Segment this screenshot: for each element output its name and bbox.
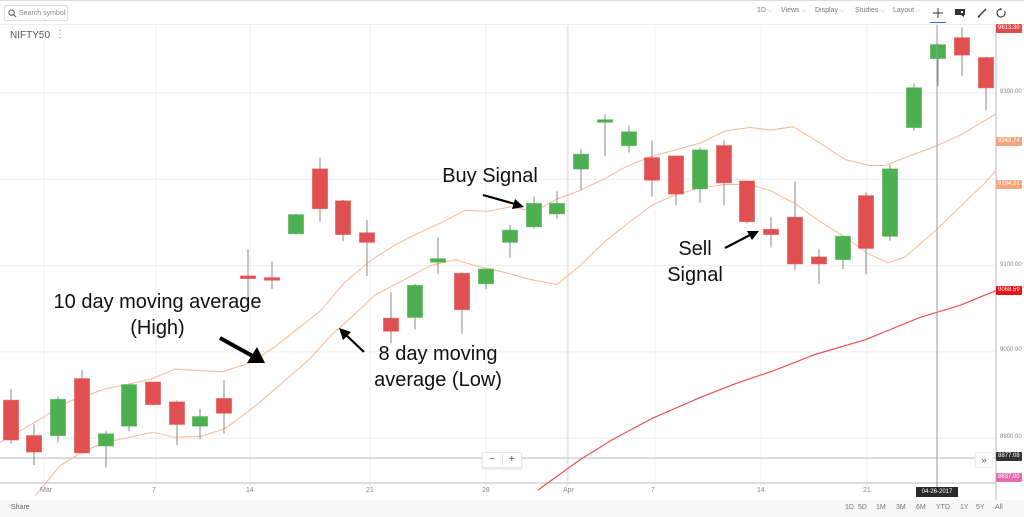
menu-views[interactable]: Views ⌵ bbox=[781, 7, 806, 15]
ma8-annotation-line1: 8 day moving bbox=[378, 343, 498, 365]
date-axis-label: 7 bbox=[152, 487, 156, 494]
date-axis-label: 28 bbox=[482, 487, 490, 494]
share-button[interactable]: Share bbox=[11, 504, 30, 511]
chevron-down-icon: ⌵ bbox=[767, 8, 773, 14]
price-tag: 8637.00 bbox=[996, 473, 1022, 482]
menu-label: 1D bbox=[757, 7, 766, 14]
bottom-bar: Share 1D 5D 1M 3M 6M YTD 1Y 5Y All bbox=[0, 500, 1024, 517]
ma10-annotation: 10 day moving average (High) bbox=[30, 289, 285, 341]
price-tag: 9243.74 bbox=[996, 137, 1022, 146]
crosshair-icon[interactable] bbox=[930, 4, 946, 23]
search-icon bbox=[8, 8, 17, 17]
chevron-down-icon: ⌵ bbox=[880, 8, 885, 14]
range-button-6m[interactable]: 6M bbox=[916, 504, 926, 511]
candles bbox=[3, 27, 994, 468]
zoom-in-button[interactable]: + bbox=[508, 454, 515, 465]
symbol-menu-icon[interactable]: ⋮ bbox=[55, 29, 65, 40]
range-button-5y[interactable]: 5Y bbox=[976, 504, 985, 511]
range-button-3m[interactable]: 3M bbox=[896, 504, 906, 511]
price-tag: 8877.08 bbox=[996, 452, 1022, 461]
reset-icon[interactable] bbox=[993, 4, 1009, 22]
menu-layout[interactable]: Layout ⌵ bbox=[893, 7, 921, 15]
symbol-name[interactable]: NIFTY50 bbox=[10, 30, 51, 41]
date-axis-label: 7 bbox=[651, 487, 655, 494]
search-input[interactable]: Search symbol bbox=[4, 5, 68, 21]
menu-display[interactable]: Display ⌵ bbox=[815, 7, 845, 15]
price-axis-label: 9100.00 bbox=[1000, 262, 1022, 268]
date-axis-label: 14 bbox=[246, 487, 254, 494]
menu-label: Display bbox=[815, 7, 838, 14]
price-tag: 9613.30 bbox=[996, 24, 1022, 33]
range-button-5d[interactable]: 5D bbox=[858, 504, 867, 511]
menu-label: Layout bbox=[893, 7, 915, 14]
menu-studies[interactable]: Studies ⌵ bbox=[855, 7, 885, 15]
zoom-out-button[interactable]: − bbox=[489, 454, 496, 465]
zoom-controls: − + bbox=[482, 452, 522, 468]
date-axis-label: Apr bbox=[563, 487, 574, 494]
candlestick-chart[interactable] bbox=[0, 25, 1024, 500]
top-toolbar: Search symbol 1D ⌵ Views ⌵ Display ⌵ Studies ⌵ L… bbox=[0, 0, 1024, 25]
comment-icon[interactable] bbox=[952, 4, 968, 22]
fast-forward-button[interactable]: » bbox=[975, 452, 993, 468]
chart-grid bbox=[0, 25, 997, 500]
date-axis-label: 21 bbox=[863, 487, 871, 494]
sell-signal-annotation: Sell Signal bbox=[655, 236, 735, 288]
menu-label: Studies bbox=[855, 7, 879, 14]
menu-label: Views bbox=[781, 7, 800, 14]
range-button-1y[interactable]: 1Y bbox=[960, 504, 969, 511]
buy-signal-annotation: Buy Signal bbox=[442, 165, 538, 187]
price-tag: 9068.59 bbox=[996, 286, 1022, 295]
ma8-annotation-line2: average (Low) bbox=[374, 369, 502, 391]
price-axis-label: 8900.00 bbox=[1000, 434, 1022, 440]
ma10-annotation-line2: (High) bbox=[130, 317, 185, 339]
range-button-1m[interactable]: 1M bbox=[876, 504, 886, 511]
menu-1d[interactable]: 1D ⌵ bbox=[757, 7, 773, 15]
crosshair-date-label: 04-26-2017 bbox=[916, 487, 958, 497]
range-button-ytd[interactable]: YTD bbox=[936, 504, 950, 511]
range-button-all[interactable]: All bbox=[995, 504, 1003, 511]
sell-annotation-line2: Signal bbox=[667, 264, 723, 286]
date-axis-label: 14 bbox=[757, 487, 765, 494]
ma8-annotation: 8 day moving average (Low) bbox=[358, 341, 518, 393]
sell-annotation-line1: Sell bbox=[678, 238, 712, 260]
annotation-arrows bbox=[219, 25, 938, 487]
zoom-separator bbox=[501, 455, 503, 465]
date-axis-label: Mar bbox=[40, 487, 53, 494]
date-axis-label: 21 bbox=[366, 487, 374, 494]
range-button-1d[interactable]: 1D bbox=[845, 504, 854, 511]
price-tag: 9194.21 bbox=[996, 180, 1022, 189]
draw-icon[interactable] bbox=[974, 4, 990, 22]
price-axis-label: 9000.00 bbox=[1000, 347, 1022, 353]
chevron-down-icon: ⌵ bbox=[916, 8, 921, 14]
search-placeholder: Search symbol bbox=[19, 9, 66, 17]
chevron-down-icon: ⌵ bbox=[839, 8, 845, 14]
price-axis-label: 9300.00 bbox=[1000, 89, 1022, 95]
ma10-annotation-line1: 10 day moving average bbox=[53, 291, 262, 313]
chevron-down-icon: ⌵ bbox=[801, 8, 807, 14]
